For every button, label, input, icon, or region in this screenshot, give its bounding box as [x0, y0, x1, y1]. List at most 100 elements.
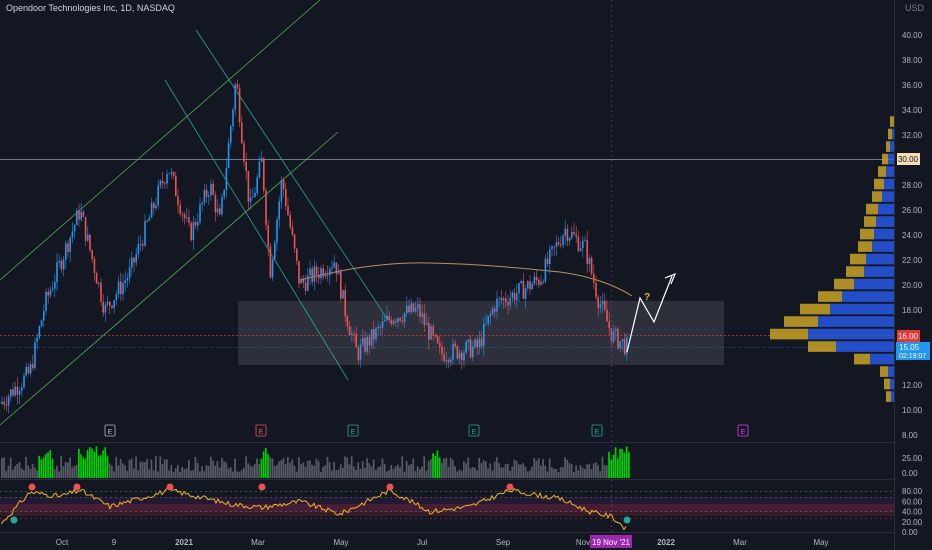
- volume-bar: [78, 448, 80, 478]
- candle-body: [54, 282, 56, 289]
- volume-bar: [507, 463, 509, 478]
- volume-bar: [34, 467, 36, 478]
- volume-bar: [36, 470, 38, 478]
- candle-body: [186, 217, 188, 219]
- volume-bar: [183, 469, 186, 478]
- candle-body: [533, 276, 536, 284]
- rsi-band: [0, 497, 894, 512]
- volume-bar: [144, 462, 146, 478]
- candle-body: [225, 168, 228, 190]
- volume-bar: [364, 467, 366, 478]
- candle-body: [126, 278, 129, 281]
- candle-body: [111, 305, 113, 308]
- candle-body: [84, 216, 87, 241]
- rsi-line[interactable]: [1, 487, 627, 531]
- candle-body: [597, 297, 599, 308]
- volume-bar: [53, 469, 56, 478]
- volume-bar: [355, 469, 357, 478]
- volume-bar: [163, 459, 166, 478]
- candle-body: [208, 195, 210, 197]
- volume-bar: [553, 468, 555, 478]
- candle-body: [340, 270, 342, 299]
- candle-body: [544, 258, 547, 282]
- volume-profile: [770, 116, 894, 402]
- volume-bar: [192, 470, 195, 478]
- candle-body: [100, 282, 102, 302]
- candle-body: [137, 244, 140, 255]
- volume-bar: [608, 452, 610, 478]
- volume-bar: [597, 464, 599, 478]
- candle-body: [142, 243, 144, 246]
- volume-bar: [570, 464, 573, 478]
- volume-bar: [14, 466, 16, 478]
- volume-bar: [260, 459, 263, 478]
- volume-bar: [115, 456, 118, 478]
- candle-body: [71, 231, 74, 238]
- candle-body: [472, 346, 474, 358]
- candle-body: [450, 359, 452, 363]
- moving-average-line[interactable]: [299, 262, 633, 297]
- volume-bar: [394, 466, 397, 478]
- price-tick: 18.00: [902, 306, 923, 315]
- candle-body: [401, 320, 404, 322]
- volume-bar: [621, 448, 624, 478]
- candle-body: [282, 179, 285, 189]
- price-tick: 10.00: [902, 406, 923, 415]
- volume-bar: [128, 460, 131, 478]
- volume-bar: [513, 459, 516, 478]
- volume-bar: [282, 458, 285, 478]
- candle-body: [579, 248, 582, 251]
- volume-bar: [265, 448, 267, 478]
- candle-body: [406, 305, 408, 314]
- volume-bar: [344, 456, 346, 478]
- volume-bar: [408, 465, 410, 478]
- time-axis[interactable]: Oct 9 2021 Mar May Jul Sep Nov 2022 Mar May: [56, 538, 829, 547]
- candle-body: [98, 282, 100, 284]
- candle-body: [267, 225, 269, 247]
- candle-body: [388, 315, 390, 320]
- candle-body: [403, 313, 406, 322]
- candle-body: [293, 234, 296, 249]
- currency-label[interactable]: USD: [904, 3, 924, 13]
- uptrend-channel-upper[interactable]: [0, 0, 321, 281]
- downtrend-channel-lower[interactable]: [164, 79, 349, 381]
- candle-body: [304, 282, 307, 291]
- candle-body: [36, 337, 38, 342]
- candle-body: [511, 292, 514, 299]
- candle-body: [364, 338, 366, 352]
- candle-body: [626, 337, 628, 355]
- volume-bar: [540, 465, 542, 478]
- volume-profile-row: [884, 378, 890, 390]
- volume-bar: [124, 465, 126, 478]
- candle-body: [505, 298, 507, 303]
- volume-bar: [62, 466, 65, 478]
- candle-body: [247, 170, 250, 202]
- volume-bar: [42, 457, 45, 478]
- candle-body: [298, 260, 300, 284]
- downtrend-channel-upper[interactable]: [195, 29, 389, 321]
- volume-bar: [599, 471, 602, 478]
- volume-profile-row: [870, 353, 894, 365]
- candle-body: [170, 172, 173, 174]
- candle-body: [540, 281, 542, 285]
- rsi-overbought-marker: [386, 483, 394, 491]
- volume-bar: [379, 466, 382, 478]
- volume-bar: [432, 453, 434, 478]
- volume-bar: [520, 464, 522, 478]
- consolidation-range-box[interactable]: [238, 301, 724, 365]
- candle-body: [390, 319, 393, 324]
- uptrend-channel-lower[interactable]: [0, 131, 339, 426]
- candle-body: [342, 290, 344, 299]
- candle-body: [456, 345, 459, 359]
- projection-path[interactable]: [626, 275, 673, 353]
- candle-body: [430, 326, 432, 340]
- candle-body: [593, 273, 595, 283]
- volume-bar: [166, 459, 168, 478]
- candle-body: [166, 174, 168, 184]
- candle-body: [496, 298, 498, 312]
- price-axis[interactable]: 40.00 38.00 36.00 34.00 32.00 28.00 26.00 24.00…: [902, 31, 923, 440]
- candle-body: [205, 189, 208, 197]
- candle-body: [38, 326, 41, 338]
